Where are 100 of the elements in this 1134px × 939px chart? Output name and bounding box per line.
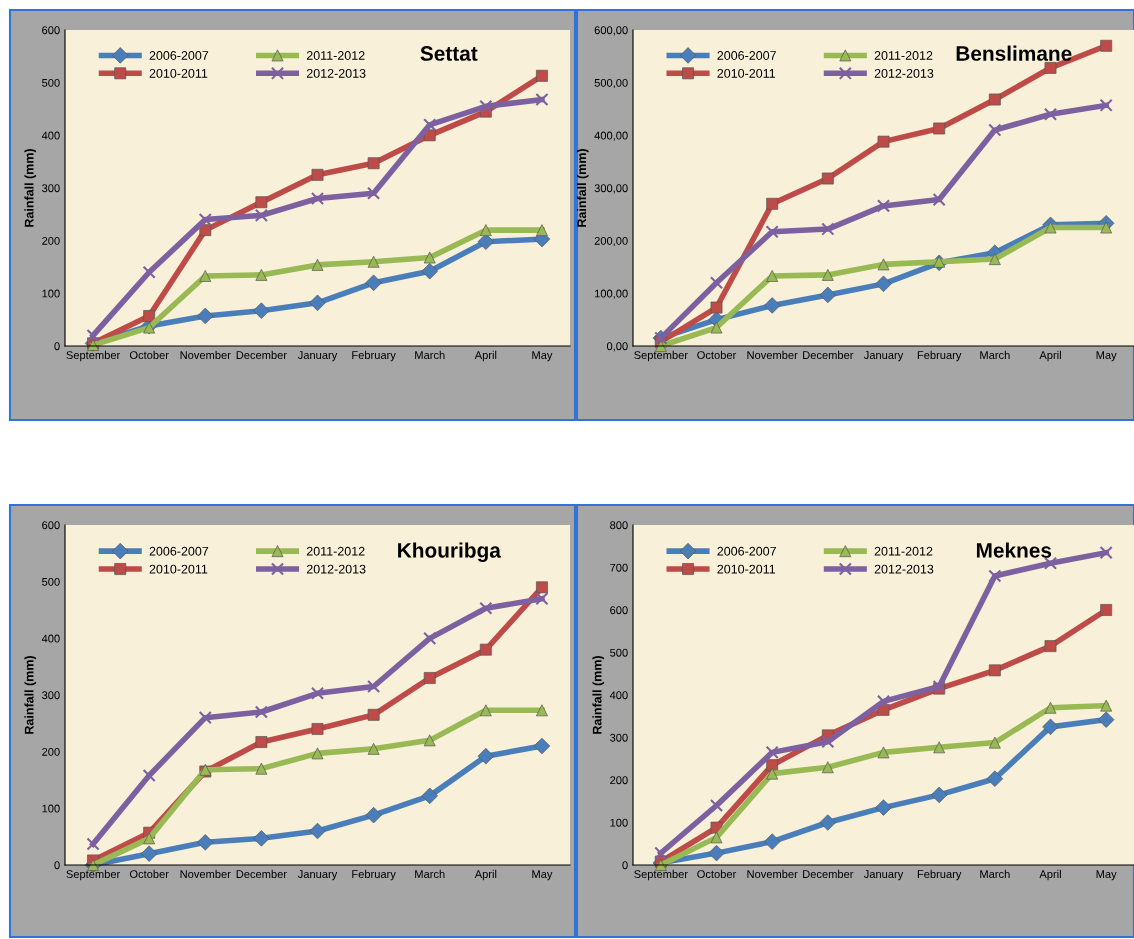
y-tick-label: 0,00 bbox=[606, 342, 628, 352]
x-tick-label: April bbox=[1039, 350, 1061, 362]
point bbox=[708, 844, 725, 862]
y-tick-label: 100 bbox=[610, 818, 628, 827]
y-tick-label: 600 bbox=[42, 26, 60, 35]
y-tick-label: 100,00 bbox=[595, 289, 628, 299]
point bbox=[876, 199, 891, 213]
y-axis-title: Rainfall (mm) bbox=[592, 656, 605, 734]
point bbox=[988, 569, 1002, 583]
point bbox=[654, 846, 668, 860]
point bbox=[1043, 107, 1058, 121]
point bbox=[876, 694, 891, 708]
x-tick-label: October bbox=[129, 350, 169, 360]
point bbox=[765, 745, 779, 759]
y-tick-label: 400 bbox=[41, 634, 60, 643]
y-tick-label: 500,00 bbox=[594, 78, 628, 89]
text: Khouribga bbox=[398, 542, 502, 562]
x-tick-label: September bbox=[634, 869, 688, 881]
y-tick-label: 600 bbox=[42, 521, 60, 530]
x-tick-label: April bbox=[474, 350, 497, 362]
x-tick-label: March bbox=[415, 350, 445, 360]
text: Settat bbox=[420, 46, 478, 61]
legend-label: 2006-2007 bbox=[717, 51, 776, 60]
x-tick-label: February bbox=[917, 869, 962, 881]
legend-label: 2010-2011 bbox=[717, 564, 776, 574]
point bbox=[709, 276, 724, 290]
x-tick-label: May bbox=[1096, 870, 1117, 881]
legend-label: 2012-2013 bbox=[874, 68, 934, 78]
y-tick-label: 500 bbox=[610, 648, 628, 657]
point bbox=[709, 798, 724, 813]
y-tick-label: 100 bbox=[42, 804, 60, 813]
y-tick-label: 500 bbox=[42, 577, 60, 586]
point bbox=[310, 686, 325, 700]
x-tick-label: February bbox=[917, 350, 962, 362]
legend-label: 2011-2012 bbox=[306, 546, 365, 556]
point bbox=[763, 833, 781, 850]
point bbox=[423, 118, 437, 132]
point bbox=[536, 581, 548, 594]
y-tick-label: 300,00 bbox=[594, 184, 628, 194]
point bbox=[535, 92, 549, 107]
x-tick-label: October bbox=[697, 869, 737, 879]
point bbox=[310, 191, 325, 206]
x-tick-label: November bbox=[180, 869, 231, 879]
legend-label: 2006-2007 bbox=[149, 51, 209, 60]
y-tick-label: 0 bbox=[622, 861, 628, 870]
legend-label: 2006-2007 bbox=[149, 546, 209, 556]
y-tick-label: 200 bbox=[610, 776, 628, 785]
y-tick-label: 100 bbox=[42, 289, 60, 298]
point bbox=[875, 275, 892, 293]
point bbox=[479, 601, 493, 615]
text: Benslimane bbox=[956, 45, 1072, 61]
x-tick-label: February bbox=[352, 350, 396, 362]
x-tick-label: March bbox=[980, 869, 1010, 879]
point bbox=[142, 768, 156, 783]
legend-label: 2012-2013 bbox=[306, 564, 366, 574]
x-tick-label: December bbox=[803, 350, 854, 360]
legend-label: 2010-2011 bbox=[149, 564, 208, 574]
legend-label: 2011-2012 bbox=[306, 51, 365, 60]
point bbox=[254, 208, 268, 222]
y-tick-label: 800 bbox=[610, 521, 628, 530]
x-tick-label: October bbox=[697, 350, 737, 360]
x-tick-label: November bbox=[747, 869, 798, 879]
point bbox=[1043, 556, 1058, 570]
point bbox=[142, 265, 156, 279]
point bbox=[140, 845, 158, 862]
point bbox=[1097, 711, 1115, 728]
y-tick-label: 600 bbox=[610, 606, 628, 615]
y-axis-title: Rainfall (mm) bbox=[24, 149, 37, 227]
y-tick-label: 400,00 bbox=[594, 131, 628, 141]
x-tick-label: March bbox=[415, 869, 445, 879]
point bbox=[365, 274, 382, 292]
x-tick-label: March bbox=[980, 350, 1010, 360]
point bbox=[423, 631, 437, 645]
x-tick-label: October bbox=[129, 869, 169, 879]
legend-label: 2012-2013 bbox=[306, 68, 366, 78]
point bbox=[821, 735, 835, 749]
x-tick-label: December bbox=[803, 869, 854, 879]
point bbox=[819, 814, 837, 831]
y-tick-label: 500 bbox=[42, 78, 60, 87]
legend-label: 2011-2012 bbox=[874, 51, 933, 60]
legend-label: 2011-2012 bbox=[874, 546, 933, 556]
point bbox=[309, 294, 326, 312]
y-tick-label: 300 bbox=[42, 691, 60, 700]
point bbox=[86, 328, 100, 343]
x-tick-label: November bbox=[180, 350, 231, 360]
point bbox=[765, 225, 779, 239]
x-tick-label: May bbox=[532, 870, 553, 881]
y-axis-title: Rainfall (mm) bbox=[24, 656, 37, 734]
x-tick-label: January bbox=[297, 870, 338, 881]
legend-label: 2010-2011 bbox=[717, 68, 776, 78]
y-tick-label: 600,00 bbox=[594, 26, 628, 36]
point bbox=[535, 592, 549, 606]
point bbox=[988, 123, 1002, 137]
x-tick-label: January bbox=[863, 351, 904, 362]
x-tick-label: February bbox=[352, 869, 396, 881]
x-tick-label: December bbox=[236, 350, 287, 360]
x-tick-label: December bbox=[236, 869, 287, 879]
point bbox=[821, 222, 835, 236]
point bbox=[309, 822, 326, 840]
x-tick-label: January bbox=[863, 870, 904, 881]
